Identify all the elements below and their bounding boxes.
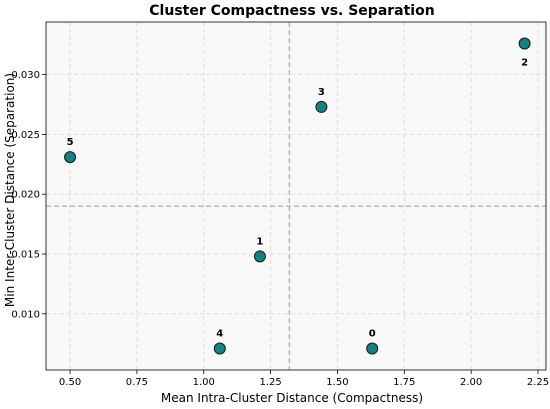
- y-tick-label: 0.010: [11, 309, 40, 320]
- y-tick-label: 0.020: [11, 190, 40, 201]
- x-tick-label: 1.00: [193, 377, 215, 388]
- x-tick-label: 0.75: [126, 377, 148, 388]
- y-axis-label: Min Inter-Cluster Distance (Separation): [3, 73, 17, 307]
- x-tick-label: 1.25: [259, 377, 281, 388]
- data-point-1: [253, 250, 266, 263]
- grid-lines: [46, 22, 546, 370]
- y-tick-label: 0.015: [11, 250, 40, 261]
- x-axis-label: Mean Intra-Cluster Distance (Compactness…: [161, 391, 423, 405]
- x-tick-label: 2.00: [460, 377, 482, 388]
- data-point-label-4: 4: [216, 328, 223, 339]
- data-point-2: [518, 37, 531, 50]
- reference-lines: [46, 22, 546, 370]
- data-point-label-0: 0: [369, 328, 376, 339]
- x-tick-label: 2.25: [527, 377, 549, 388]
- data-point-label-3: 3: [318, 87, 325, 98]
- data-point-label-5: 5: [67, 137, 74, 148]
- data-points: 0 1 2 3 4 5: [64, 37, 531, 355]
- data-point-4: [213, 342, 226, 355]
- data-point-label-1: 1: [256, 236, 263, 247]
- data-point-5: [64, 151, 77, 164]
- chart-title: Cluster Compactness vs. Separation: [149, 3, 434, 19]
- x-tick-label: 1.50: [326, 377, 348, 388]
- x-tick-label: 1.75: [393, 377, 415, 388]
- x-tick-label: 0.50: [59, 377, 81, 388]
- data-point-label-2: 2: [521, 58, 528, 69]
- y-tick-label: 0.025: [11, 130, 40, 141]
- y-tick-label: 0.030: [11, 70, 40, 81]
- axes: 0.50 0.75 1.00 1.25 1.50 1.75 2.00 2.25 0.010 0.0…: [11, 21, 549, 388]
- plot-frame: [45, 21, 547, 371]
- data-point-3: [315, 100, 328, 113]
- data-point-0: [366, 342, 379, 355]
- plot-area: [46, 22, 546, 370]
